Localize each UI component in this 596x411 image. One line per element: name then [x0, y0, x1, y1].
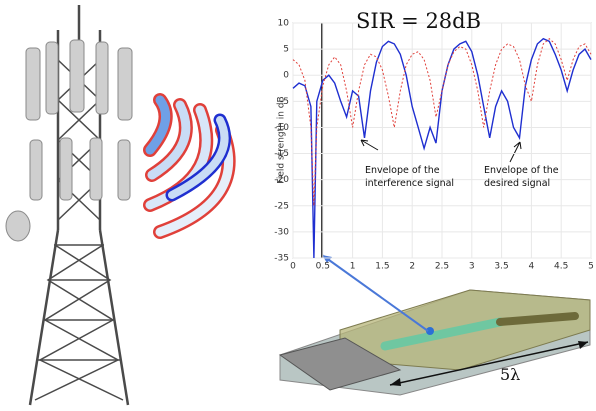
y-tick-label: -30 [274, 227, 289, 237]
length-label: 5λ [500, 365, 521, 384]
x-tick-label: 0.5 [316, 262, 330, 272]
antennas [5, 39, 133, 242]
y-tick-label: -25 [274, 201, 289, 211]
arrow-head [322, 255, 332, 263]
arrow [509, 141, 522, 163]
link-arrow [321, 254, 429, 332]
x-tick-label: 4 [529, 262, 535, 272]
radio-waves [143, 93, 236, 239]
y-axis-label: Field strength in dB [277, 96, 287, 183]
y-tick-label: -5 [280, 97, 289, 107]
y-tick-label: 10 [278, 19, 290, 29]
annotation: Envelope of the desired signal [484, 165, 559, 189]
x-tick-label: 1 [350, 262, 356, 272]
x-tick-label: 1.5 [375, 262, 389, 272]
x-tick-label: 2.5 [435, 262, 449, 272]
device [278, 289, 591, 396]
sir-annotation: SIR = 28dB [356, 9, 482, 33]
x-tick-label: 3 [469, 262, 475, 272]
y-tick-label: -35 [274, 254, 289, 264]
y-tick-label: -20 [274, 175, 289, 185]
series-line [292, 37, 592, 259]
y-tick-label: -10 [274, 123, 289, 133]
x-tick-label: 4.5 [554, 262, 568, 272]
x-tick-label: 3.5 [494, 262, 508, 272]
x-tick-label: 5 [588, 262, 594, 272]
x-tick-label: 0 [290, 262, 296, 272]
y-tick-label: 0 [283, 71, 289, 81]
y-tick-label: 5 [283, 45, 289, 55]
arrow [360, 139, 379, 151]
x-tick-label: 2 [409, 262, 415, 272]
annotation: Envelope of the interference signal [365, 165, 455, 189]
y-tick-label: -15 [274, 149, 289, 159]
